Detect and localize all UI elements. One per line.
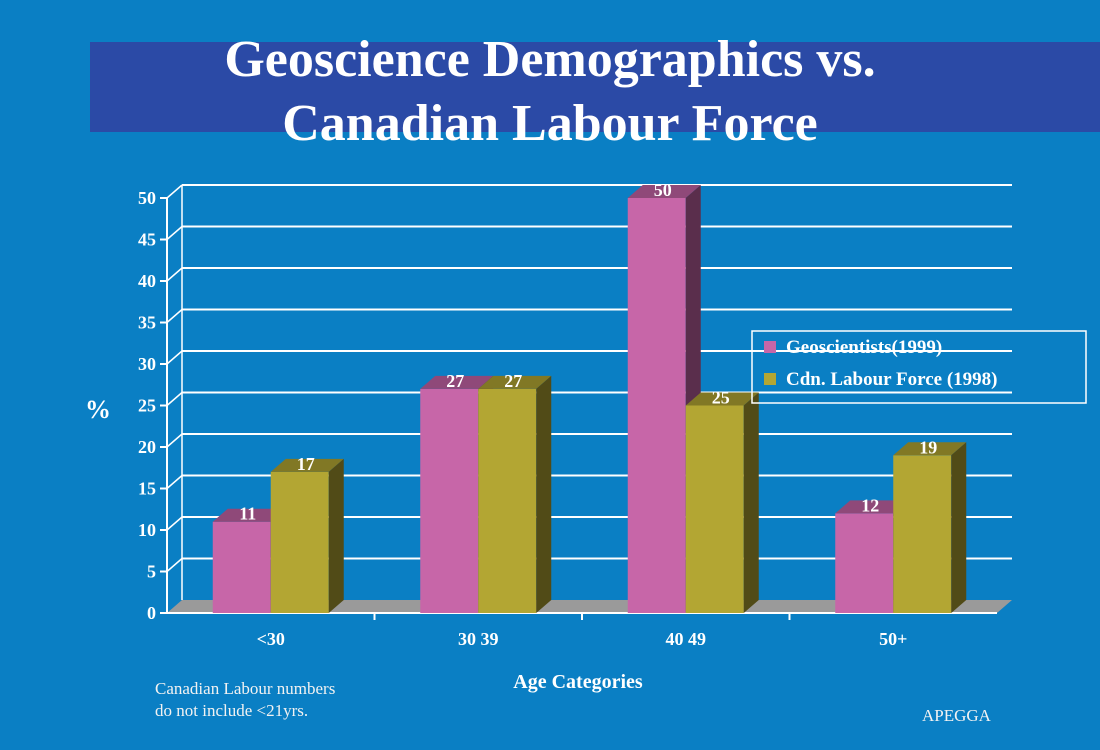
y-tick-label: 0 [147,603,156,623]
bar-labour-force [270,471,329,613]
gridline-side [166,557,183,573]
source-credit: APEGGA [922,706,991,725]
bar-labour-force [685,405,744,613]
bar-side [743,392,759,613]
bar-side [328,458,344,613]
bar-geoscientists [212,521,271,613]
bar-top [420,375,494,389]
gridline-side [166,391,183,407]
bar-labour-force [893,455,952,613]
gridline-side [166,433,183,448]
gridline-side [166,267,183,282]
title-line-1: Geoscience Demographics vs. [224,31,876,88]
x-tick-label: 30 39 [458,629,499,649]
y-tick-label: 50 [138,188,156,208]
bar-labour-force [478,388,537,613]
footnote: Canadian Labour numbers do not include <… [155,678,335,722]
bar-top [893,442,967,456]
y-tick-label: 20 [138,437,156,457]
data-label: 27 [504,371,522,391]
data-label: 19 [919,437,937,457]
y-tick-label: 40 [138,271,156,291]
bar-top [627,185,701,198]
legend-box [751,330,1087,404]
y-tick-label: 10 [138,520,156,540]
bar-geoscientists [420,388,479,613]
gridline-side [166,516,183,531]
y-tick-label: 45 [138,230,156,250]
data-label: 50 [654,180,672,200]
bar-top [478,375,552,389]
legend-swatch [764,341,776,353]
slide-title: Geoscience Demographics vs. Canadian Lab… [0,28,1100,156]
data-label: 17 [297,454,315,474]
bar-top [685,392,759,406]
x-axis-label: Age Categories [513,671,643,693]
bar-top [835,500,909,514]
bar-side [536,375,552,613]
chart-floor [167,600,1012,613]
legend-label: Geoscientists(1999) [786,337,942,358]
y-tick-label: 35 [138,313,156,333]
data-label: 27 [446,371,464,391]
data-label: 12 [861,495,879,515]
bar-geoscientists [627,198,686,613]
bar-top [212,508,286,522]
title-band [90,42,1100,132]
legend-swatch [764,373,776,385]
footnote-line-1: Canadian Labour numbers [155,679,336,698]
legend-label: Cdn. Labour Force (1998) [786,369,997,390]
gridline-side [166,225,183,241]
bar-top [270,458,344,472]
y-tick-label: 30 [138,354,156,374]
footnote-line-2: do not include <21yrs. [155,701,309,720]
y-tick-label: 15 [138,479,156,499]
gridline-side [166,184,183,199]
title-line-2: Canadian Labour Force [282,95,818,152]
x-tick-label: 40 49 [666,629,707,649]
y-axis-label: % [85,395,111,424]
bar-geoscientists [835,513,894,613]
x-tick-label: 50+ [879,629,907,649]
gridline-side [166,350,183,365]
gridline-side [166,474,183,490]
data-label: 11 [239,504,256,524]
x-tick-label: <30 [257,629,285,649]
bar-side [951,442,967,613]
data-label: 25 [712,388,730,408]
gridline-side [166,308,183,324]
y-tick-label: 5 [147,562,156,582]
y-tick-label: 25 [138,396,156,416]
